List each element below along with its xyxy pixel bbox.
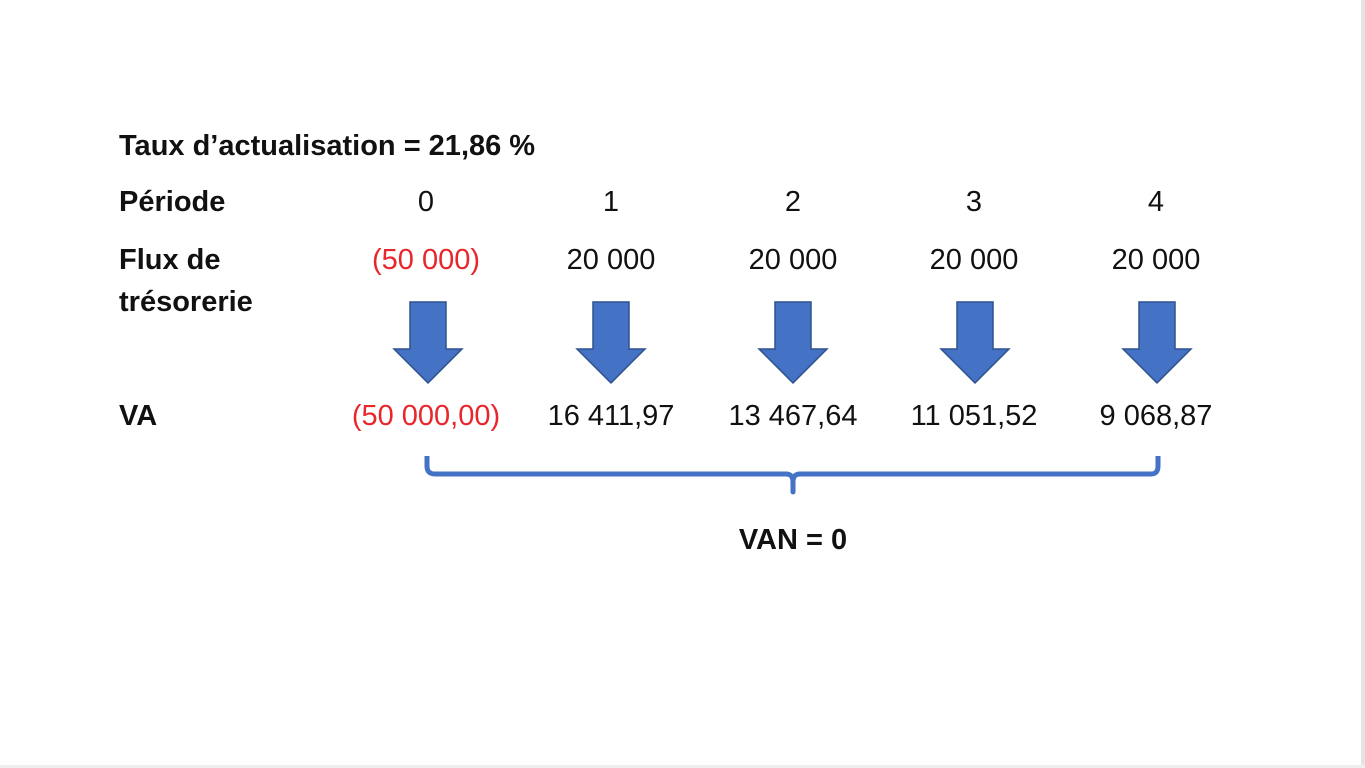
down-arrow-icon bbox=[757, 301, 829, 385]
present-value: 11 051,52 bbox=[910, 400, 1038, 432]
sum-brace bbox=[424, 456, 1161, 495]
cash-flow-value: 20 000 bbox=[748, 244, 838, 276]
periode-label: Période bbox=[119, 186, 226, 218]
present-value: 16 411,97 bbox=[547, 400, 675, 432]
periode-value: 0 bbox=[417, 186, 435, 218]
slide-edge bbox=[0, 765, 1365, 768]
slide-edge bbox=[1361, 0, 1365, 768]
npv-result: VAN = 0 bbox=[738, 524, 848, 556]
flux-label-line1: Flux de bbox=[119, 244, 221, 276]
cash-flow-value: (50 000) bbox=[371, 244, 480, 276]
down-arrow-icon bbox=[392, 301, 464, 385]
present-value: 9 068,87 bbox=[1099, 400, 1213, 432]
cash-flow-value: 20 000 bbox=[566, 244, 656, 276]
down-arrow-icon bbox=[575, 301, 647, 385]
present-value: 13 467,64 bbox=[728, 400, 858, 432]
va-label: VA bbox=[119, 400, 158, 432]
periode-value: 3 bbox=[965, 186, 983, 218]
cash-flow-value: 20 000 bbox=[1111, 244, 1201, 276]
periode-value: 1 bbox=[602, 186, 620, 218]
present-value: (50 000,00) bbox=[351, 400, 501, 432]
periode-value: 2 bbox=[784, 186, 802, 218]
flux-label-line2: trésorerie bbox=[119, 286, 253, 318]
down-arrow-icon bbox=[939, 301, 1011, 385]
down-arrow-icon bbox=[1121, 301, 1193, 385]
cash-flow-value: 20 000 bbox=[929, 244, 1019, 276]
discount-rate-title: Taux d’actualisation = 21,86 % bbox=[119, 130, 536, 162]
periode-value: 4 bbox=[1147, 186, 1165, 218]
